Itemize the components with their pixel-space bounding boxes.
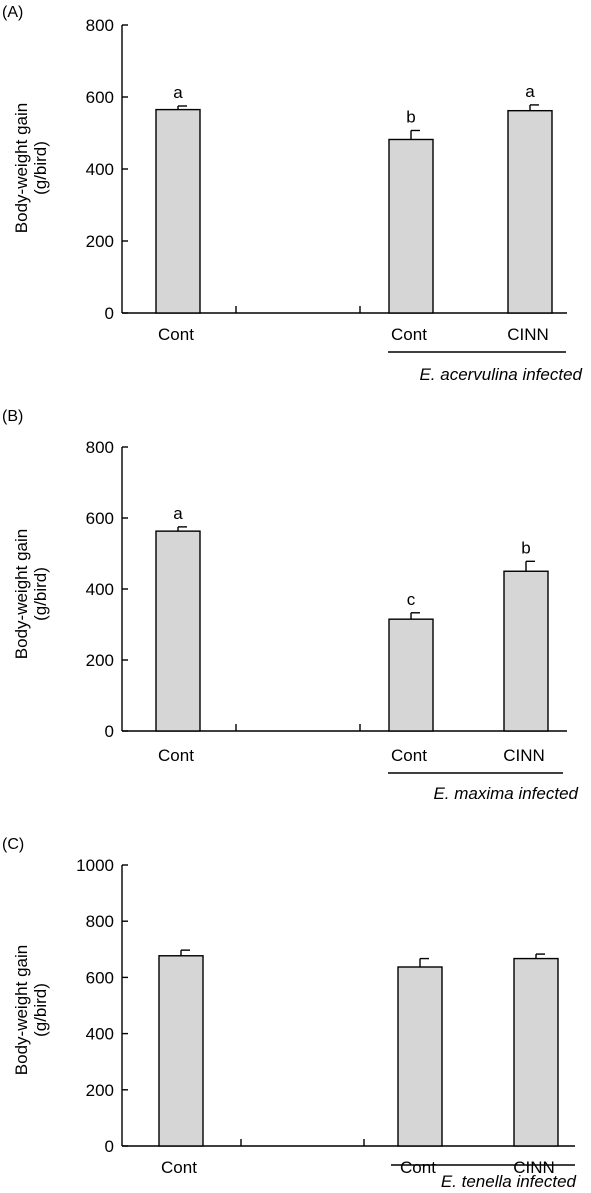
panel-b-y-tick-label: 600 — [86, 509, 114, 528]
panel-a-y-tick-label: 0 — [105, 304, 114, 323]
panel-b: (B) Body-weight gain (g/bird) E. maxima … — [2, 408, 579, 803]
bar — [503, 570, 549, 732]
category-label: Cont — [400, 1158, 436, 1177]
category-label: Cont — [158, 325, 194, 344]
panel-c: (C) Body-weight gain (g/bird) E. tenella… — [2, 836, 577, 1191]
panel-c-label: (C) — [2, 836, 24, 853]
panel-b-y-tick-label: 200 — [86, 651, 114, 670]
panel-a: (A) Body-weight gain (g/bird) E. acervul… — [2, 4, 583, 384]
panel-b-ylabel-line1: Body-weight gain — [12, 529, 31, 659]
significance-letter: a — [173, 83, 183, 102]
significance-letter: b — [406, 107, 415, 126]
panel-b-plot: 0 200 400 600 800 a Cont c Cont b CINN — [86, 438, 567, 774]
bar — [388, 618, 434, 732]
significance-letter: b — [521, 538, 530, 557]
panel-c-y-tick-label: 400 — [86, 1025, 114, 1044]
panel-a-plot: 0 200 400 600 800 a Cont b Cont a CINN — [86, 16, 567, 353]
panel-a-y-tick-label: 200 — [86, 232, 114, 251]
bar — [388, 138, 434, 314]
panel-c-y-tick-label: 800 — [86, 912, 114, 931]
bar — [158, 955, 204, 1147]
category-label: CINN — [503, 746, 545, 765]
panel-c-plot: 0 200 400 600 800 1000 Cont Cont CINN — [76, 856, 575, 1177]
significance-letter: a — [173, 504, 183, 523]
panel-c-y-tick-label: 200 — [86, 1081, 114, 1100]
panel-b-y-tick-label: 400 — [86, 580, 114, 599]
bar — [155, 108, 201, 314]
category-label: Cont — [161, 1158, 197, 1177]
significance-letter: c — [407, 590, 416, 609]
panel-a-y-tick-label: 600 — [86, 88, 114, 107]
bar — [513, 957, 559, 1147]
panel-b-label: (B) — [2, 408, 23, 425]
panel-c-ylabel-line2: (g/bird) — [31, 983, 50, 1037]
panel-c-y-tick-label: 1000 — [76, 856, 114, 875]
significance-letter: a — [525, 82, 535, 101]
panel-c-ylabel-line1: Body-weight gain — [12, 945, 31, 1075]
panel-a-label: (A) — [2, 4, 23, 21]
category-label: Cont — [391, 746, 427, 765]
panel-b-ylabel-line2: (g/bird) — [31, 567, 50, 621]
bar — [155, 530, 201, 732]
panel-a-ylabel-line1: Body-weight gain — [12, 103, 31, 233]
panel-b-group-label: E. maxima infected — [433, 784, 578, 803]
bar — [397, 966, 443, 1147]
panel-b-y-tick-label: 0 — [105, 722, 114, 741]
panel-b-y-tick-label: 800 — [86, 438, 114, 457]
panel-a-group-label: E. acervulina infected — [419, 365, 582, 384]
panel-c-group-label: E. tenella infected — [441, 1172, 577, 1191]
panel-a-y-tick-label: 400 — [86, 160, 114, 179]
category-label: CINN — [513, 1158, 555, 1177]
category-label: Cont — [158, 746, 194, 765]
panel-c-y-tick-label: 600 — [86, 968, 114, 987]
panel-a-y-tick-label: 800 — [86, 16, 114, 35]
panel-a-ylabel-line2: (g/bird) — [31, 141, 50, 195]
panel-c-y-tick-label: 0 — [105, 1137, 114, 1156]
category-label: CINN — [507, 325, 549, 344]
category-label: Cont — [391, 325, 427, 344]
bar — [507, 109, 553, 314]
